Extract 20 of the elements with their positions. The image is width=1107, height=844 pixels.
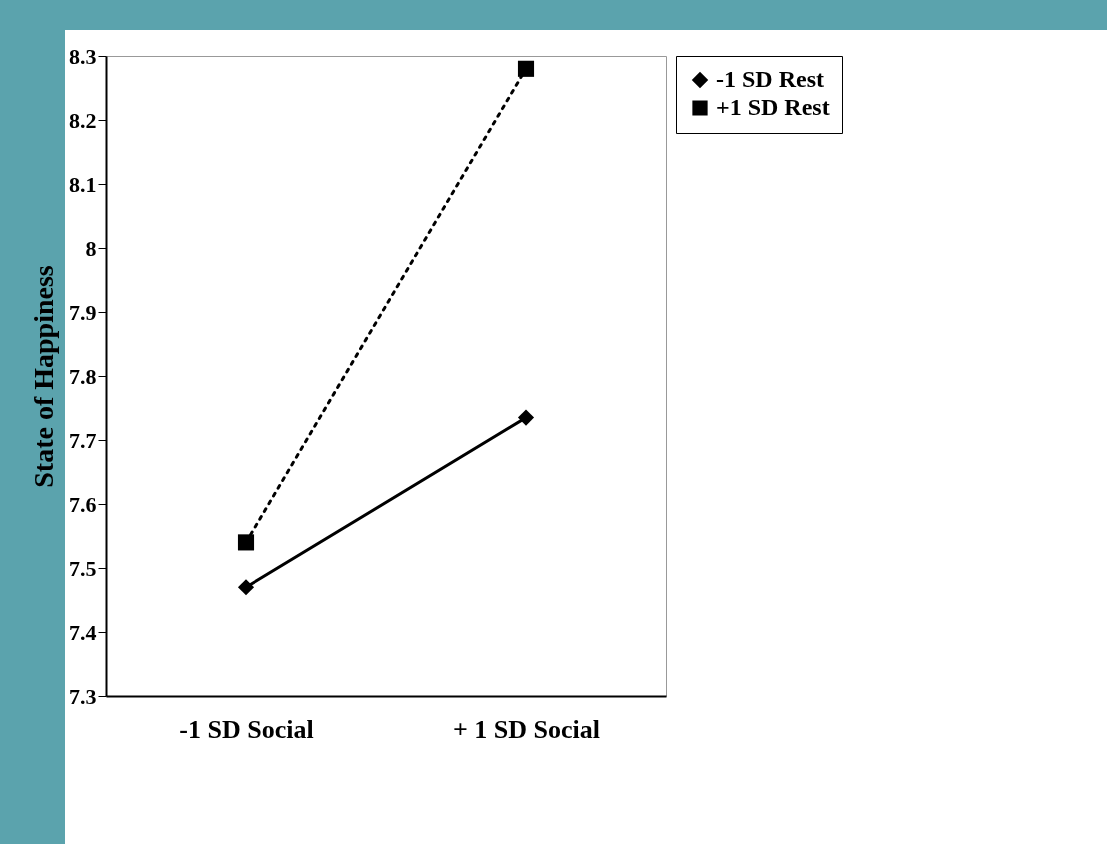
y-tick-label: 7.9 bbox=[69, 299, 97, 325]
y-tick-label: 8 bbox=[85, 235, 97, 261]
y-tick-label: 7.8 bbox=[69, 363, 97, 389]
y-tick-label: 8.2 bbox=[69, 107, 97, 133]
x-tick-label: -1 SD Social bbox=[179, 714, 314, 744]
point bbox=[517, 60, 535, 77]
y-tick-label: 8.1 bbox=[69, 171, 97, 197]
y-axis-title: State of Happiness bbox=[28, 265, 59, 488]
point bbox=[237, 534, 255, 551]
point bbox=[237, 579, 255, 596]
y-tick-label: 7.3 bbox=[69, 683, 97, 709]
legend-label: +1 SD Rest bbox=[716, 94, 830, 120]
y-tick-label: 7.7 bbox=[69, 427, 97, 453]
x-tick-label: + 1 SD Social bbox=[453, 714, 600, 744]
y-tick-label: 7.5 bbox=[69, 555, 97, 581]
legend-label: -1 SD Rest bbox=[716, 66, 824, 92]
y-tick-label: 7.6 bbox=[69, 491, 97, 517]
y-tick-label: 7.4 bbox=[69, 619, 97, 645]
y-tick-label: 8.3 bbox=[69, 43, 97, 69]
point bbox=[517, 409, 535, 426]
